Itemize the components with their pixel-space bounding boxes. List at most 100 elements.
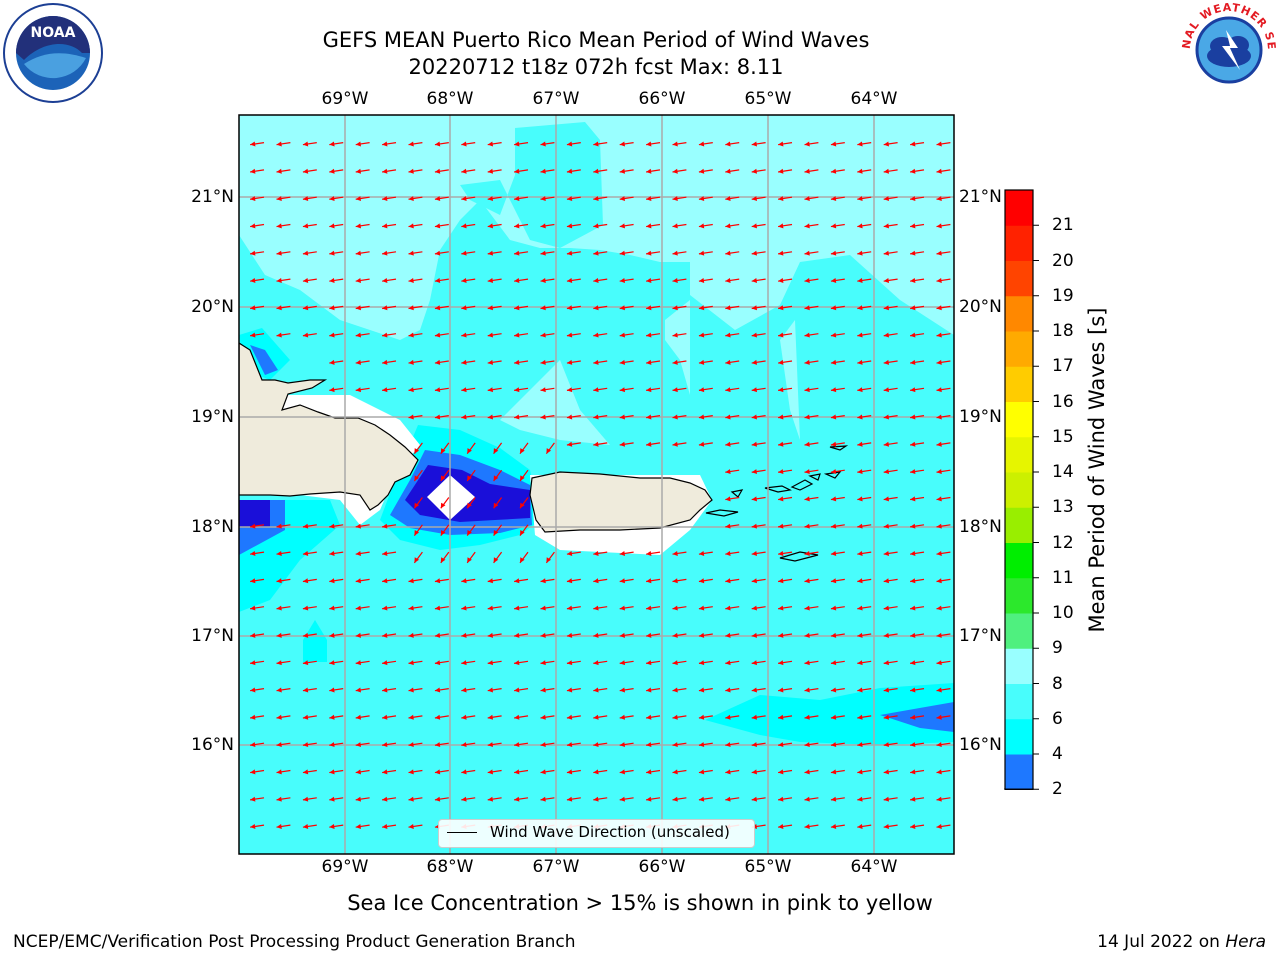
wind-arrow-head bbox=[593, 414, 599, 420]
wind-arrow-head bbox=[672, 796, 678, 802]
wind-arrow-head bbox=[857, 796, 863, 802]
wind-arrow-head bbox=[540, 305, 546, 311]
wind-arrow-head bbox=[857, 660, 863, 666]
wind-arrow-head bbox=[751, 223, 758, 229]
wind-arrow-head bbox=[751, 496, 758, 502]
wind-arrow-head bbox=[883, 168, 890, 174]
colorbar-tick-label: 14 bbox=[1052, 462, 1074, 482]
wind-arrow-head bbox=[778, 332, 784, 338]
wind-arrow-head bbox=[467, 502, 472, 509]
wind-arrow-head bbox=[804, 660, 810, 666]
wind-arrow-head bbox=[778, 769, 784, 775]
noaa-logo: NOAA bbox=[2, 2, 104, 104]
lat-tick: 19°N bbox=[191, 407, 234, 427]
wind-arrow-head bbox=[487, 223, 494, 229]
wind-arrow-head bbox=[461, 605, 467, 611]
lon-tick: 64°W bbox=[850, 89, 898, 109]
colorbar-bin bbox=[1005, 366, 1033, 402]
wind-arrow-head bbox=[910, 578, 916, 584]
wind-arrow-head bbox=[698, 277, 705, 283]
wind-arrow-head bbox=[461, 223, 467, 229]
wind-arrow-head bbox=[329, 141, 335, 147]
wind-arrow-head bbox=[725, 305, 731, 311]
wind-arrow-head bbox=[382, 796, 388, 802]
wind-arrow-head bbox=[910, 441, 916, 447]
wind-arrow-head bbox=[355, 660, 362, 666]
wind-arrow-head bbox=[250, 550, 256, 556]
wind-arrow-head bbox=[355, 632, 362, 638]
wind-arrow-head bbox=[804, 823, 810, 829]
wind-arrow-head bbox=[493, 475, 499, 481]
wind-arrow-head bbox=[302, 687, 309, 693]
wind-arrow-head bbox=[672, 578, 678, 584]
wind-arrow-head bbox=[778, 387, 784, 393]
wind-arrow-head bbox=[910, 414, 916, 420]
wind-arrow-head bbox=[672, 414, 678, 420]
wind-arrow-head bbox=[778, 550, 784, 556]
wind-arrow-head bbox=[751, 305, 758, 311]
wind-arrow-head bbox=[329, 714, 335, 720]
wind-arrow-head bbox=[883, 687, 890, 693]
sea-8-9s-east bbox=[665, 300, 690, 395]
wind-arrow-head bbox=[382, 141, 388, 147]
wind-arrow-head bbox=[355, 578, 362, 584]
wind-arrow-head bbox=[408, 605, 414, 611]
wind-arrow-head bbox=[751, 387, 758, 393]
wind-arrow-head bbox=[414, 557, 420, 563]
wind-arrow-head bbox=[857, 687, 863, 693]
wind-arrow-head bbox=[487, 387, 494, 393]
wind-arrow-head bbox=[725, 414, 731, 420]
wind-arrow-head bbox=[467, 530, 472, 536]
wind-arrow-head bbox=[830, 277, 837, 283]
wind-arrow-head bbox=[778, 441, 784, 447]
wind-arrow-head bbox=[725, 578, 731, 584]
wind-arrow-head bbox=[329, 823, 335, 829]
wind-arrow-head bbox=[487, 605, 494, 611]
wind-arrow-head bbox=[725, 742, 731, 748]
wind-arrow-head bbox=[619, 141, 626, 147]
lat-tick: 18°N bbox=[959, 517, 1002, 537]
wind-arrow-head bbox=[414, 448, 420, 454]
wind-arrow-head bbox=[355, 168, 362, 174]
wind-arrow-head bbox=[329, 550, 335, 556]
wind-arrow-head bbox=[302, 742, 309, 748]
wind-arrow-head bbox=[514, 578, 520, 584]
wind-arrow-head bbox=[593, 168, 599, 174]
wind-arrow-head bbox=[382, 223, 388, 229]
wind-arrow-head bbox=[857, 605, 863, 611]
wind-arrow-head bbox=[593, 250, 599, 256]
wind-arrow-head bbox=[593, 441, 599, 447]
wind-arrow-head bbox=[467, 448, 472, 454]
wind-arrow-head bbox=[461, 742, 467, 748]
wind-arrow-head bbox=[830, 141, 837, 147]
wind-arrow-head bbox=[440, 448, 446, 454]
wind-arrow-head bbox=[778, 250, 784, 256]
lat-tick: 17°N bbox=[191, 626, 234, 646]
wind-arrow-head bbox=[804, 305, 810, 311]
wind-arrow-head bbox=[910, 469, 916, 475]
wind-arrow-head bbox=[804, 769, 810, 775]
wind-arrow-head bbox=[434, 359, 441, 365]
wind-arrow-head bbox=[434, 687, 441, 693]
wind-arrow-head bbox=[672, 305, 678, 311]
wind-arrow-head bbox=[619, 578, 626, 584]
wind-arrow-head bbox=[936, 523, 942, 529]
wind-arrow-head bbox=[646, 141, 652, 147]
wind-arrow-head bbox=[408, 796, 414, 802]
wind-arrow-head bbox=[830, 742, 837, 748]
wind-arrow-head bbox=[778, 277, 784, 283]
wind-arrow-head bbox=[830, 168, 837, 174]
colorbar-tick-label: 17 bbox=[1052, 356, 1074, 377]
wind-arrow-head bbox=[329, 523, 335, 529]
wind-arrow-head bbox=[725, 332, 731, 338]
wind-arrow-head bbox=[830, 578, 837, 584]
wind-arrow-head bbox=[382, 742, 388, 748]
wind-arrow-head bbox=[329, 387, 335, 393]
wind-arrow-head bbox=[936, 277, 942, 283]
wind-arrow-head bbox=[804, 523, 810, 529]
wind-arrow-head bbox=[487, 414, 494, 420]
wind-arrow-head bbox=[751, 769, 758, 775]
wind-arrow-head bbox=[593, 277, 599, 283]
wind-arrow-head bbox=[520, 502, 525, 509]
land-virgin-islands bbox=[764, 445, 849, 493]
